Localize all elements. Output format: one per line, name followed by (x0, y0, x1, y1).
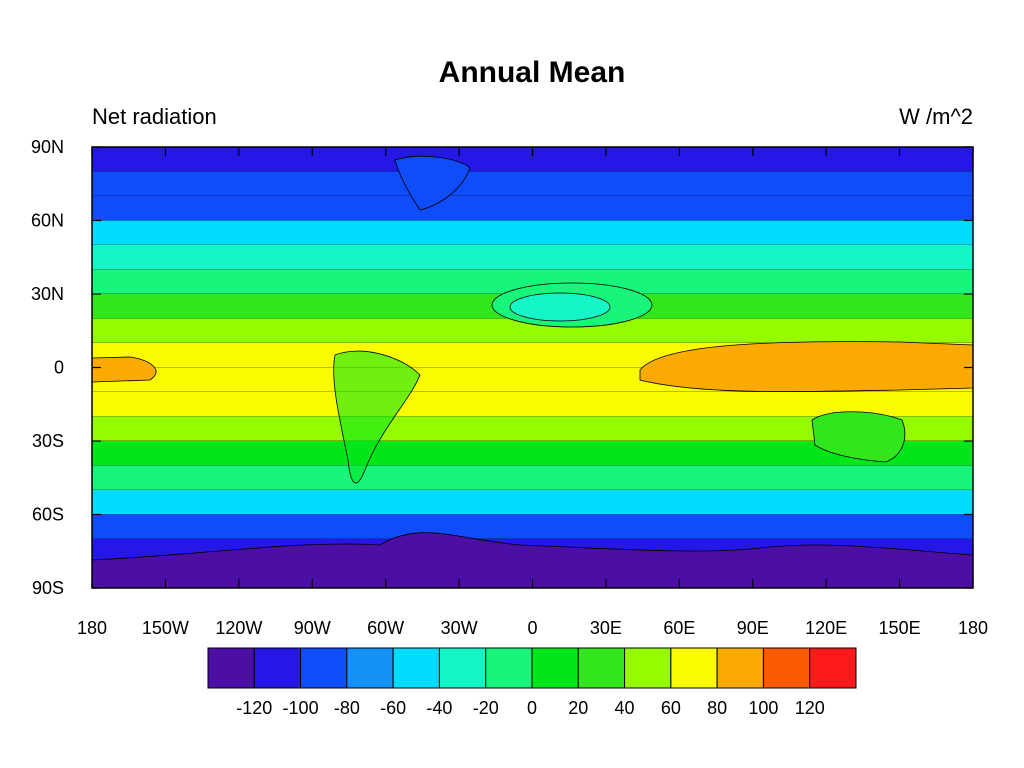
sahara-core-feature (509, 292, 611, 322)
colorbar-box (485, 647, 533, 689)
colorbar-label: 40 (615, 698, 635, 718)
axis-ticks: 90N 60N 30N 0 30S 60S 90S 180 150W 120W 90W 60W 30W 0… (31, 137, 988, 638)
colorbar-label: -60 (380, 698, 406, 718)
colorbar-box (716, 647, 764, 689)
colorbar-box (346, 647, 394, 689)
lat-tick-label: 90N (31, 137, 64, 157)
regional-features (92, 155, 973, 588)
figure-title: Annual Mean (439, 56, 626, 89)
zonal-band (92, 514, 973, 540)
map-panel (92, 147, 973, 588)
colorbar-label: -120 (236, 698, 272, 718)
colorbar-label: 120 (795, 698, 825, 718)
zonal-band (92, 392, 973, 417)
antarctica-feature (92, 532, 973, 588)
lon-tick-label: 0 (527, 618, 537, 638)
colorbar-label: 60 (661, 698, 681, 718)
colorbar-label: 80 (707, 698, 727, 718)
colorbar-box (670, 647, 718, 689)
lat-tick-label: 30N (31, 284, 64, 304)
colorbar-label: -20 (473, 698, 499, 718)
indo-pacific-high-feature (639, 341, 973, 393)
lon-tick-label: 30W (441, 618, 478, 638)
lat-tick-label: 90S (32, 578, 64, 598)
colorbar-label: 0 (527, 698, 537, 718)
zonal-band (92, 171, 973, 197)
colorbar-box (762, 647, 811, 689)
lon-tick-label: 120E (805, 618, 847, 638)
colorbar-label: -40 (426, 698, 452, 718)
zonal-band (92, 220, 973, 246)
variable-label: Net radiation (92, 104, 217, 129)
colorbar-box (392, 647, 440, 689)
colorbar: -120 -100 -80 -60 -40 -20 0 20 40 60 80 100 120 (207, 647, 857, 718)
zonal-band (92, 465, 973, 491)
east-pacific-high-feature (92, 356, 157, 383)
lon-tick-label: 120W (215, 618, 262, 638)
units-label: W /m^2 (899, 104, 973, 129)
colorbar-label: 100 (748, 698, 778, 718)
lon-tick-label: 150E (879, 618, 921, 638)
colorbar-label: 20 (568, 698, 588, 718)
colorbar-box (253, 647, 302, 689)
lon-tick-label: 150W (142, 618, 189, 638)
lon-tick-label: 180 (77, 618, 107, 638)
south-america-feature (333, 350, 421, 484)
colorbar-box (624, 647, 672, 689)
colorbar-label: -100 (283, 698, 319, 718)
colorbar-box (809, 647, 857, 689)
lon-tick-label: 60W (367, 618, 404, 638)
lat-tick-label: 30S (32, 431, 64, 451)
lat-tick-label: 60N (31, 211, 64, 231)
greenland-feature (394, 155, 471, 211)
colorbar-box (207, 647, 255, 689)
colorbar-label: -80 (334, 698, 360, 718)
lat-tick-label: 60S (32, 505, 64, 525)
zonal-band (92, 245, 973, 270)
lon-tick-label: 90W (294, 618, 331, 638)
colorbar-box (438, 647, 487, 689)
colorbar-box (300, 647, 348, 689)
lon-tick-label: 90E (737, 618, 769, 638)
lon-tick-label: 180 (958, 618, 988, 638)
colorbar-box (577, 647, 626, 689)
lon-tick-label: 30E (590, 618, 622, 638)
lon-tick-label: 60E (663, 618, 695, 638)
australia-feature (811, 411, 906, 463)
colorbar-box (531, 647, 579, 689)
zonal-band (92, 490, 973, 515)
lat-tick-label: 0 (54, 358, 64, 378)
zonal-band (92, 196, 973, 221)
